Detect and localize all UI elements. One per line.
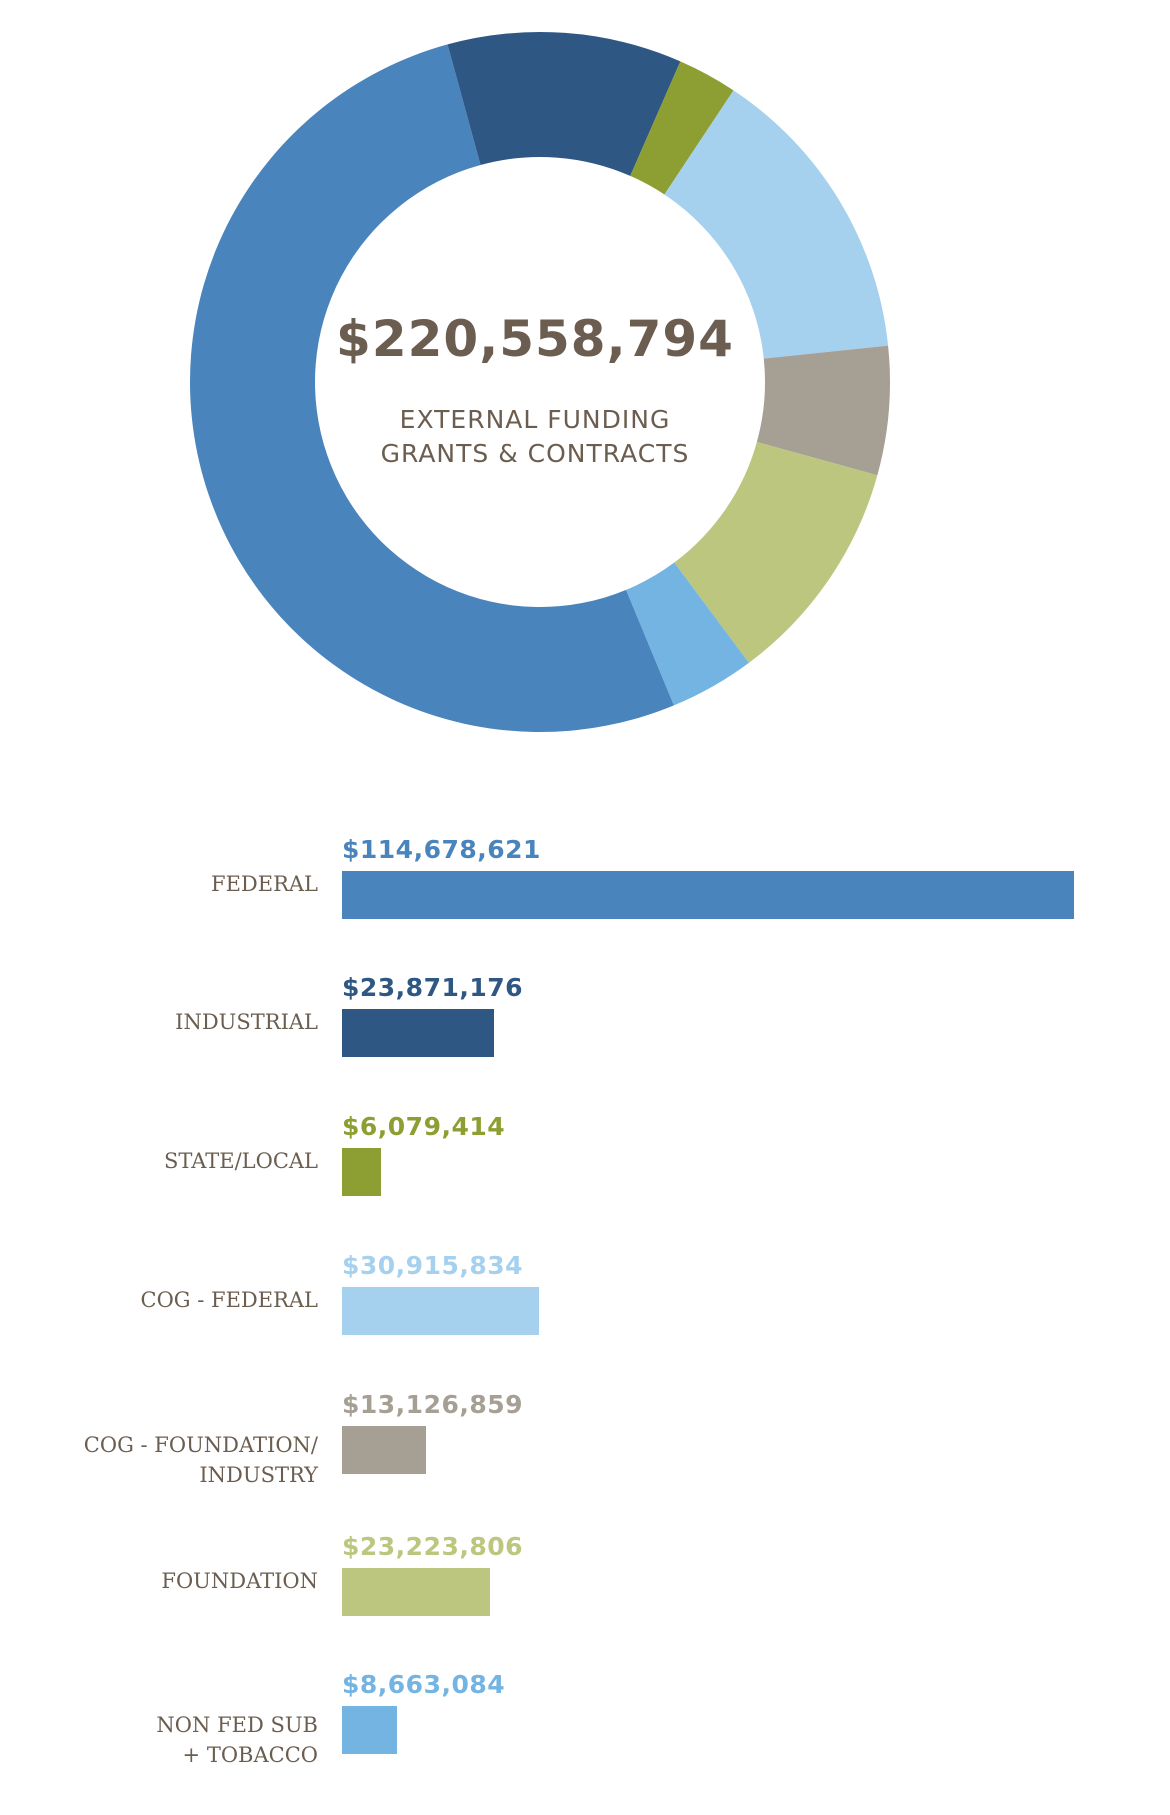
bar-label: COG - FOUNDATION/ INDUSTRY bbox=[83, 1433, 318, 1487]
bar-row-non-fed-sub-tobacco: NON FED SUB + TOBACCO $8,663,084 bbox=[0, 1655, 1170, 1775]
bar-value-label: $30,915,834 bbox=[342, 1251, 524, 1280]
bar-label: FOUNDATION bbox=[161, 1569, 318, 1593]
donut-chart: $220,558,794 EXTERNAL FUNDING GRANTS & C… bbox=[0, 0, 1170, 760]
bar bbox=[342, 1426, 426, 1474]
bar-value-label: $114,678,621 bbox=[342, 835, 541, 864]
donut-slice-state-local bbox=[630, 61, 734, 195]
donut-slice-non-fed-sub-tobacco bbox=[626, 562, 749, 706]
total-funding-amount: $220,558,794 bbox=[336, 310, 734, 368]
bar bbox=[342, 1009, 494, 1057]
bar bbox=[342, 1148, 381, 1196]
bar bbox=[342, 1568, 490, 1616]
bar-value-label: $6,079,414 bbox=[342, 1112, 506, 1141]
donut-slice-federal bbox=[190, 44, 674, 732]
bar-value-label: $13,126,859 bbox=[342, 1390, 524, 1419]
bar-row-state-local: STATE/LOCAL $6,079,414 bbox=[0, 1097, 1170, 1217]
bar-row-foundation: FOUNDATION $23,223,806 bbox=[0, 1517, 1170, 1637]
bar-row-cog-federal: COG - FEDERAL $30,915,834 bbox=[0, 1236, 1170, 1356]
bar-label: NON FED SUB + TOBACCO bbox=[156, 1713, 318, 1767]
bar bbox=[342, 1706, 397, 1754]
center-label-line2: GRANTS & CONTRACTS bbox=[380, 439, 690, 468]
bar-label: INDUSTRIAL bbox=[175, 1010, 318, 1034]
bar bbox=[342, 871, 1074, 919]
donut-slice-cog-federal bbox=[664, 90, 889, 359]
bar bbox=[342, 1287, 539, 1335]
bar-row-industrial: INDUSTRIAL $23,871,176 bbox=[0, 958, 1170, 1078]
donut-slice-industrial bbox=[447, 32, 681, 176]
bar-row-federal: FEDERAL $114,678,621 bbox=[0, 820, 1170, 940]
donut-slice-foundation bbox=[674, 441, 878, 663]
bar-label: STATE/LOCAL bbox=[163, 1149, 318, 1173]
donut-svg bbox=[190, 32, 891, 732]
bar-value-label: $8,663,084 bbox=[342, 1670, 506, 1699]
bar-value-label: $23,871,176 bbox=[342, 973, 524, 1002]
bar-value-label: $23,223,806 bbox=[342, 1532, 524, 1561]
center-label-line1: EXTERNAL FUNDING bbox=[399, 405, 671, 434]
donut-slice-cog-foundation-industry bbox=[756, 345, 891, 476]
bar-row-cog-foundation-industry: COG - FOUNDATION/ INDUSTRY $13,126,859 bbox=[0, 1375, 1170, 1495]
bar-label: COG - FEDERAL bbox=[140, 1288, 319, 1312]
bar-label: FEDERAL bbox=[211, 872, 318, 896]
